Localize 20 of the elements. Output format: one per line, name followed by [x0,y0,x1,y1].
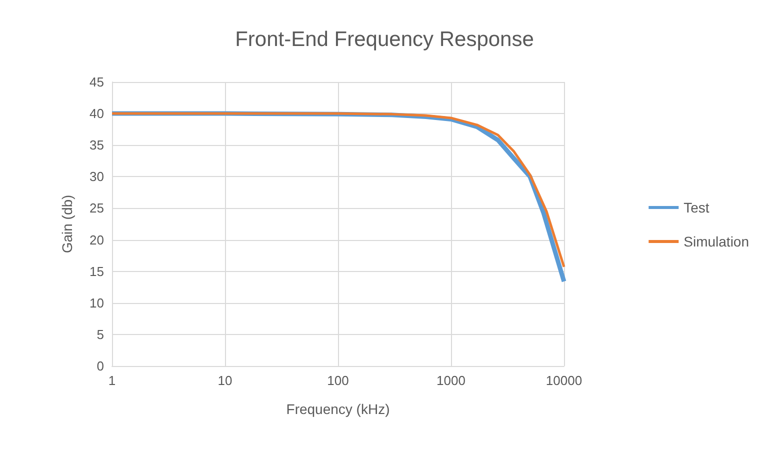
y-tick-label: 30 [90,169,104,184]
x-axis-title: Frequency (kHz) [286,401,390,417]
y-tick-label: 20 [90,232,104,248]
y-tick-label: 25 [90,200,104,216]
chart-title: Front-End Frequency Response [235,28,534,51]
y-tick-label: 5 [96,326,104,342]
y-tick-label: 0 [96,358,104,374]
x-tick-label: 10 [218,373,232,388]
x-tick-label: 1000 [436,373,466,388]
x-tick-label: 10000 [546,373,582,388]
x-tick-label: 100 [327,373,349,388]
x-tick-label: 1 [108,373,116,388]
y-axis-title: Gain (db) [59,194,75,254]
y-tick-label: 10 [90,295,104,310]
legend-label: Simulation [684,234,750,250]
y-tick-label: 45 [90,74,104,90]
y-tick-label: 15 [90,264,104,279]
y-tick-label: 35 [90,138,104,153]
legend-label: Test [684,200,710,216]
y-tick-label: 40 [90,106,104,122]
